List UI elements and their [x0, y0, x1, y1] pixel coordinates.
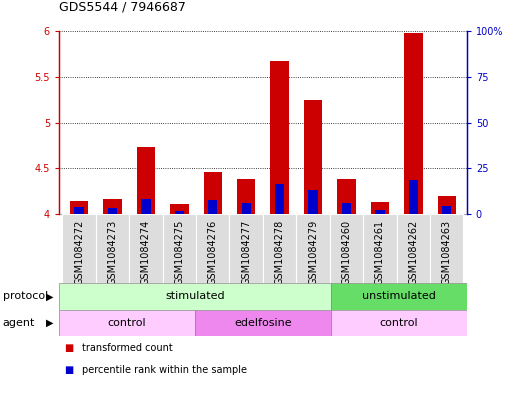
Bar	[275, 184, 284, 214]
Text: agent: agent	[3, 318, 35, 328]
Bar	[430, 214, 463, 283]
Text: ■: ■	[64, 365, 73, 375]
Text: GDS5544 / 7946687: GDS5544 / 7946687	[59, 1, 186, 14]
Text: GSM1084260: GSM1084260	[342, 220, 351, 285]
Bar	[263, 214, 297, 283]
Bar	[59, 310, 195, 336]
Bar	[297, 214, 330, 283]
Bar	[363, 214, 397, 283]
Bar	[108, 208, 117, 214]
Bar	[129, 214, 163, 283]
Bar	[196, 214, 229, 283]
Bar	[96, 214, 129, 283]
Bar	[404, 33, 423, 214]
Bar	[170, 204, 189, 214]
Bar	[409, 180, 418, 214]
Bar	[175, 211, 184, 214]
Bar	[270, 61, 289, 214]
Text: ■: ■	[64, 343, 73, 353]
Bar	[204, 172, 222, 214]
Text: GSM1084273: GSM1084273	[108, 220, 117, 285]
Bar	[195, 310, 331, 336]
Bar	[397, 214, 430, 283]
Bar	[59, 283, 331, 310]
Bar	[237, 178, 255, 214]
Text: ▶: ▶	[46, 291, 54, 301]
Text: GSM1084274: GSM1084274	[141, 220, 151, 285]
Bar	[304, 100, 322, 214]
Text: unstimulated: unstimulated	[362, 291, 436, 301]
Text: control: control	[108, 318, 146, 328]
Bar	[163, 214, 196, 283]
Text: GSM1084272: GSM1084272	[74, 220, 84, 285]
Bar	[137, 147, 155, 214]
Text: GSM1084261: GSM1084261	[375, 220, 385, 285]
Bar	[438, 196, 456, 214]
Text: edelfosine: edelfosine	[234, 318, 292, 328]
Bar	[342, 203, 351, 214]
Bar	[330, 214, 363, 283]
Bar	[376, 209, 385, 214]
Bar	[63, 214, 96, 283]
Text: transformed count: transformed count	[82, 343, 173, 353]
Text: GSM1084279: GSM1084279	[308, 220, 318, 285]
Bar	[371, 202, 389, 214]
Text: percentile rank within the sample: percentile rank within the sample	[82, 365, 247, 375]
Text: GSM1084275: GSM1084275	[174, 220, 184, 285]
Bar	[70, 201, 88, 214]
Text: GSM1084262: GSM1084262	[408, 220, 418, 285]
Bar	[337, 180, 356, 214]
Text: ▶: ▶	[46, 318, 54, 328]
Bar	[308, 189, 318, 214]
Bar	[442, 206, 451, 214]
Bar	[141, 198, 150, 214]
Text: protocol: protocol	[3, 291, 48, 301]
Bar	[229, 214, 263, 283]
Bar	[242, 203, 251, 214]
Text: GSM1084278: GSM1084278	[274, 220, 285, 285]
Text: control: control	[380, 318, 418, 328]
Text: GSM1084277: GSM1084277	[241, 220, 251, 285]
Text: GSM1084276: GSM1084276	[208, 220, 218, 285]
Bar	[331, 310, 467, 336]
Bar	[208, 200, 218, 214]
Bar	[331, 283, 467, 310]
Bar	[103, 198, 122, 214]
Bar	[74, 207, 84, 214]
Text: stimulated: stimulated	[165, 291, 225, 301]
Text: GSM1084263: GSM1084263	[442, 220, 452, 285]
